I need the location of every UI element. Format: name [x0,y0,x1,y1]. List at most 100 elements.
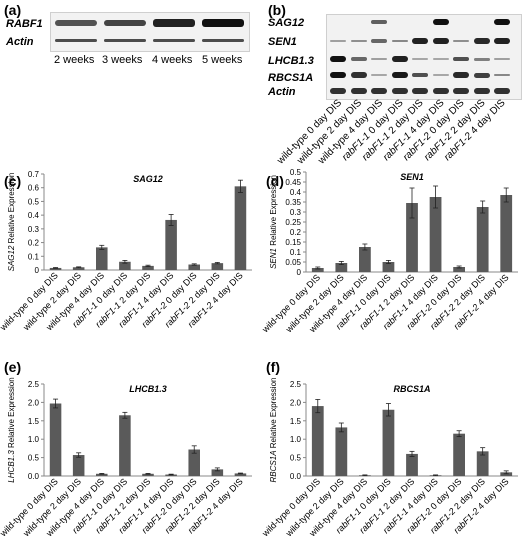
blot-b-band [494,38,510,44]
bar [72,267,85,270]
bar [406,453,418,476]
bar [142,473,154,476]
blot-b-gene-rbcs1a: RBCS1A [268,72,314,84]
bar [96,473,108,476]
blot-b-band [391,39,408,43]
bar [49,267,62,270]
y-tick-label: 0.3 [290,208,302,217]
blot-b-band [473,38,490,44]
blot-b-band [432,18,449,26]
chart-title: SEN1 [400,172,424,182]
y-tick-label: 1.5 [290,417,302,426]
y-tick-label: 0 [297,268,302,277]
bar [311,406,324,476]
y-tick-label: 0.3 [28,225,40,234]
y-tick-label: 0.4 [290,188,302,197]
y-tick-label: 0.1 [290,248,302,257]
blot-b-band [371,20,387,24]
blot-b-band [473,72,490,78]
blot-b-band [494,58,510,60]
timepoint-label: 4 weeks [152,54,193,66]
blot-b-band [371,88,387,94]
bar [335,263,348,272]
chart-title: SAG12 [133,174,163,184]
y-tick-label: 0.2 [28,239,40,248]
y-tick-label: 0 [35,266,40,275]
blot-b-band [371,74,387,76]
bar [49,403,62,476]
blot-b-band [473,88,490,94]
bar [382,262,395,272]
y-tick-label: 1.5 [28,417,40,426]
blot-b-band [412,38,428,44]
timepoint-label: 5 weeks [202,54,243,66]
bar [142,265,154,270]
y-tick-label: 0.0 [28,472,40,481]
bar [335,427,348,476]
y-tick-label: 0.2 [290,228,302,237]
blot-b-band [412,88,428,94]
y-tick-label: 0.4 [28,211,40,220]
y-tick-label: 2.0 [28,398,40,407]
y-tick-label: 0.05 [285,258,301,267]
blot-b-band [330,71,346,79]
blot-b-band [412,58,428,60]
bar [429,197,442,272]
blot-b-band [453,39,469,43]
blot-a-actin-band [55,39,97,42]
panel-a-label: (a) [4,2,22,18]
blot-a-rabf1-band [202,19,244,27]
blot-b-band [330,40,346,42]
bar [359,247,371,272]
blot-b-band [432,88,449,94]
blot-b-band [412,72,428,78]
blot-b-band [432,58,449,60]
bar [188,264,200,270]
blot-a-gene-actin: Actin [6,36,34,48]
y-tick-label: 0.5 [290,168,302,177]
bar [234,186,247,270]
blot-b-gene-actin: Actin [268,86,296,98]
bar [476,451,489,476]
panel-e-label: (e) [4,359,21,375]
blot-b-band [350,39,367,43]
blot-a-actin-band [202,39,244,42]
blot-b-band [453,72,469,78]
blot-b-band [391,71,408,79]
bar [119,415,131,476]
panel-b-label: (b) [268,2,286,18]
blot-b-band [330,88,346,94]
blot-b-band [350,57,367,61]
blot-b-band [391,88,408,94]
y-tick-label: 0.5 [28,197,40,206]
bar [165,219,177,270]
panel-d-label: (d) [266,173,284,189]
y-tick-label: 0.15 [285,238,301,247]
y-axis-label: RBCS1A Relative Expression [269,378,278,483]
blot-a-rabf1-band [153,19,195,27]
blot-b-band [350,88,367,94]
chart-title: LHCB1.3 [129,384,167,394]
bar [72,455,85,476]
panel-b: (b) SAG12 SEN1 LHCB1.3 RBCS1A Actin wild… [262,0,525,166]
blot-a-gene-rabf1: RABF1 [6,18,43,30]
bar [453,267,465,272]
y-tick-label: 0.5 [290,454,302,463]
blot-b-gene-lhcb13: LHCB1.3 [268,55,314,67]
blot-b-band [494,88,510,94]
bar [234,473,247,476]
chart-title: RBCS1A [393,384,430,394]
bar [476,207,489,272]
blot-b-band [473,57,490,61]
y-tick-label: 2.5 [290,380,302,389]
y-tick-label: 0.45 [285,178,301,187]
y-tick-label: 0.35 [285,198,301,207]
blot-b-band [453,56,469,62]
blot-a-rabf1-band [55,20,97,26]
blot-b-gene-sen1: SEN1 [268,36,297,48]
blot-b-membrane [326,14,522,100]
bar [500,195,513,272]
y-tick-label: 1.0 [290,435,302,444]
bar [188,449,200,476]
panel-f-label: (f) [266,359,280,375]
